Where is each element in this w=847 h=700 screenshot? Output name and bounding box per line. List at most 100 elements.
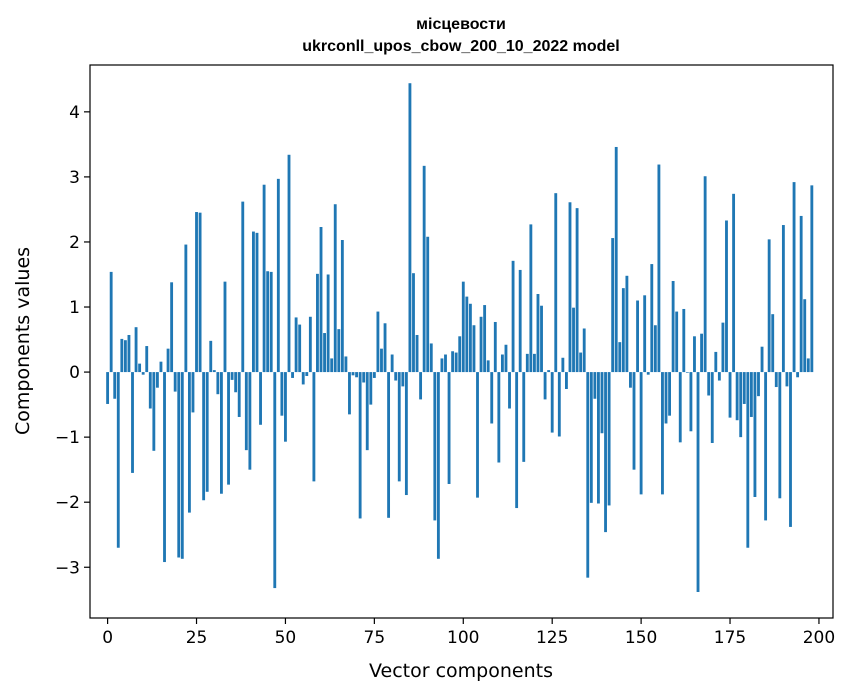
x-tick-label: 100 (447, 628, 479, 648)
bar-2 (113, 372, 117, 399)
bar-80 (390, 354, 394, 373)
bar-197 (806, 358, 810, 373)
bar-3 (116, 372, 120, 548)
bar-67 (344, 356, 348, 373)
bar-37 (237, 372, 241, 417)
bar-100 (461, 281, 465, 373)
bar-5 (123, 340, 127, 373)
bar-64 (333, 204, 337, 373)
bar-86 (412, 273, 415, 373)
bar-139 (600, 372, 604, 434)
bar-30 (212, 370, 216, 373)
bar-124 (547, 370, 551, 373)
bar-61 (323, 333, 326, 373)
x-tick-label: 50 (275, 628, 297, 648)
bar-33 (223, 281, 227, 373)
bar-148 (632, 372, 636, 470)
bar-38 (241, 201, 245, 373)
bar-196 (803, 299, 807, 373)
chart-title-line-2: ukrconll_upos_cbow_200_10_2022 model (302, 38, 619, 55)
bar-88 (419, 372, 423, 400)
bar-25 (195, 212, 198, 373)
bar-113 (508, 372, 511, 409)
bar-55 (301, 372, 305, 385)
bar-45 (266, 271, 270, 373)
bar-29 (209, 340, 213, 373)
bar-59 (316, 273, 319, 373)
bar-168 (703, 176, 707, 373)
bar-140 (604, 372, 607, 533)
bar-121 (536, 294, 540, 373)
bar-167 (700, 333, 704, 373)
bar-119 (529, 224, 533, 373)
bar-143 (614, 146, 618, 373)
bar-0 (106, 372, 110, 404)
bar-160 (675, 311, 679, 373)
bar-146 (625, 275, 629, 373)
bar-150 (639, 372, 643, 495)
y-tick-label: 0 (69, 363, 80, 383)
bar-120 (532, 353, 536, 373)
bar-194 (796, 372, 800, 378)
bar-186 (767, 239, 771, 373)
bar-109 (493, 321, 497, 373)
bar-49 (280, 372, 284, 416)
bar-180 (746, 372, 750, 548)
y-tick-label: 2 (69, 233, 80, 253)
bar-114 (511, 260, 515, 373)
bar-187 (771, 314, 775, 373)
bar-118 (525, 353, 529, 373)
bar-series (106, 83, 814, 592)
bar-10 (141, 372, 145, 375)
bar-91 (429, 343, 433, 373)
bar-127 (557, 372, 561, 437)
bar-102 (468, 303, 472, 373)
bar-17 (166, 348, 170, 373)
bar-155 (657, 164, 661, 373)
bar-34 (227, 372, 230, 485)
bar-70 (355, 372, 358, 378)
bar-81 (394, 372, 398, 381)
y-tick-label: 4 (69, 103, 80, 123)
bar-53 (294, 317, 298, 373)
bar-195 (799, 215, 803, 373)
bar-101 (465, 296, 469, 373)
x-tick-label: 25 (186, 628, 208, 648)
bar-151 (643, 295, 647, 373)
bar-27 (202, 372, 206, 501)
bar-156 (661, 372, 664, 495)
bar-50 (284, 372, 287, 442)
bar-18 (170, 282, 174, 373)
bar-172 (717, 372, 721, 381)
bar-137 (593, 372, 597, 399)
bar-23 (187, 372, 191, 513)
bar-41 (252, 231, 255, 373)
bar-133 (579, 352, 583, 373)
bar-153 (650, 264, 654, 373)
bar-19 (173, 372, 177, 392)
bar-32 (220, 372, 223, 494)
bar-28 (205, 372, 209, 492)
bar-178 (739, 372, 743, 438)
y-tick-label: 3 (69, 168, 80, 188)
bar-85 (408, 83, 412, 373)
bar-98 (454, 352, 458, 373)
bar-128 (561, 357, 565, 373)
x-tick-label: 0 (102, 628, 113, 648)
bar-171 (714, 351, 718, 373)
bar-149 (636, 300, 639, 373)
bar-62 (326, 274, 330, 373)
bar-131 (572, 307, 575, 373)
bar-97 (451, 351, 455, 373)
bar-116 (518, 269, 522, 373)
bar-94 (440, 358, 444, 373)
bar-14 (155, 372, 159, 388)
bar-58 (312, 372, 316, 482)
bar-129 (565, 372, 568, 389)
bar-65 (337, 329, 341, 373)
bar-176 (732, 193, 736, 373)
bar-71 (358, 372, 362, 519)
bar-103 (472, 325, 476, 373)
